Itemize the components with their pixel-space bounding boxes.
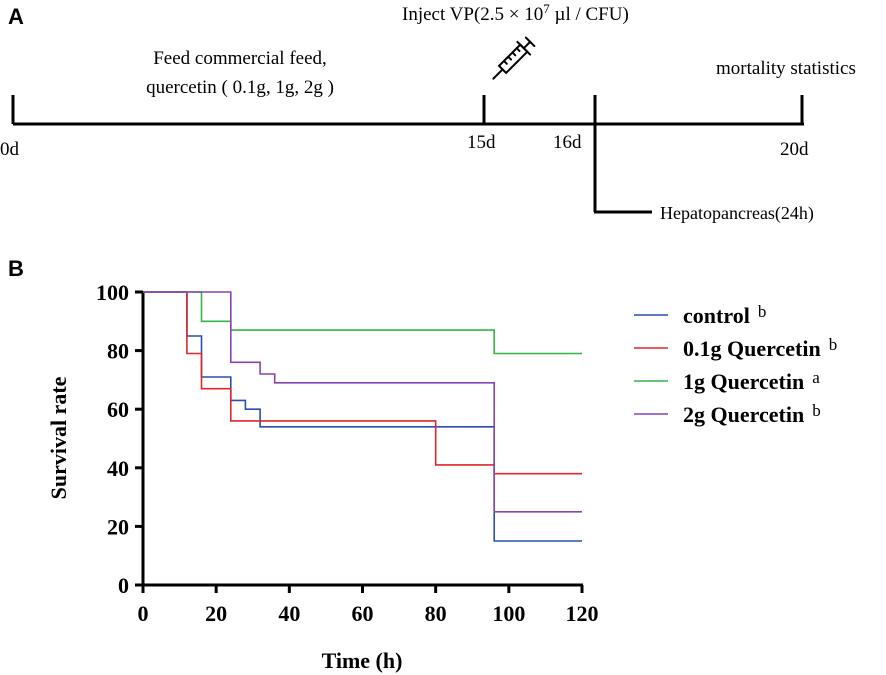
- panel-a-label: A: [8, 4, 24, 29]
- x-axis-ticks: 0 20 40 60 80 100 120: [138, 585, 599, 626]
- panel-a: A 0d 15d 16d 20d Feed commercial feed, q…: [0, 1, 856, 224]
- x-tick-label: 120: [566, 601, 599, 626]
- series-line-q2: [143, 291, 582, 513]
- legend-significance: a: [812, 368, 820, 387]
- mortality-label: mortality statistics: [716, 58, 856, 79]
- y-tick-label: 80: [107, 339, 129, 364]
- x-axis-title: Time (h): [322, 648, 403, 673]
- y-axis-title: Survival rate: [46, 376, 71, 499]
- x-tick-label: 80: [425, 601, 447, 626]
- y-tick-label: 0: [118, 573, 129, 598]
- legend: control b 0.1g Quercetin b 1g Quercetin a 2g Q…: [634, 302, 837, 427]
- legend-label: control b: [683, 302, 766, 328]
- legend-significance: b: [758, 302, 767, 321]
- inject-label-prefix: Inject VP(2.5 × 10: [402, 4, 543, 25]
- legend-series-name: 0.1g Quercetin: [683, 336, 821, 361]
- legend-label: 0.1g Quercetin b: [683, 335, 837, 361]
- series-line-control: [143, 291, 582, 542]
- series-lines: [143, 291, 582, 542]
- y-tick-label: 60: [107, 397, 129, 422]
- feed-label-line1: Feed commercial feed,: [153, 48, 327, 69]
- inject-label-exponent: 7: [543, 1, 550, 16]
- legend-label: 1g Quercetin a: [683, 368, 820, 394]
- legend-significance: b: [812, 401, 821, 420]
- legend-entry-control: control b: [634, 302, 766, 328]
- legend-label: 2g Quercetin b: [683, 401, 821, 427]
- legend-entry-q1: 1g Quercetin a: [634, 368, 820, 394]
- tick-label-15d: 15d: [467, 132, 496, 153]
- y-tick-label: 40: [107, 456, 129, 481]
- x-tick-label: 100: [492, 601, 525, 626]
- legend-series-name: control: [683, 303, 750, 328]
- x-tick-label: 0: [138, 601, 149, 626]
- inject-label-suffix: µl / CFU): [550, 4, 629, 25]
- legend-series-name: 1g Quercetin: [683, 369, 804, 394]
- tick-label-0d: 0d: [0, 139, 20, 160]
- legend-series-name: 2g Quercetin: [683, 402, 804, 427]
- x-tick-label: 60: [352, 601, 374, 626]
- syringe-icon: [492, 36, 536, 80]
- tick-label-16d: 16d: [553, 132, 582, 153]
- y-tick-label: 20: [107, 514, 129, 539]
- survival-chart: 0 20 40 60 80 100 0 20 40 60 80 100 120 Time (h) Su…: [46, 280, 599, 673]
- y-tick-label: 100: [96, 280, 129, 305]
- feed-label-line2: quercetin ( 0.1g, 1g, 2g ): [146, 77, 334, 98]
- series-line-q1: [143, 291, 582, 355]
- panel-b: B 0 20 40 60 80 100 0 20 40 60 80 100 120 Time (h) …: [8, 256, 837, 673]
- legend-entry-q2: 2g Quercetin b: [634, 401, 821, 427]
- legend-significance: b: [829, 335, 838, 354]
- inject-label: Inject VP(2.5 × 107 µl / CFU): [402, 1, 629, 25]
- y-axis-ticks: 0 20 40 60 80 100: [96, 280, 143, 598]
- panel-b-label: B: [8, 256, 24, 281]
- hepato-label: Hepatopancreas(24h): [660, 203, 814, 224]
- legend-entry-q01: 0.1g Quercetin b: [634, 335, 837, 361]
- x-tick-label: 40: [278, 601, 300, 626]
- tick-label-20d: 20d: [780, 139, 809, 160]
- x-tick-label: 20: [205, 601, 227, 626]
